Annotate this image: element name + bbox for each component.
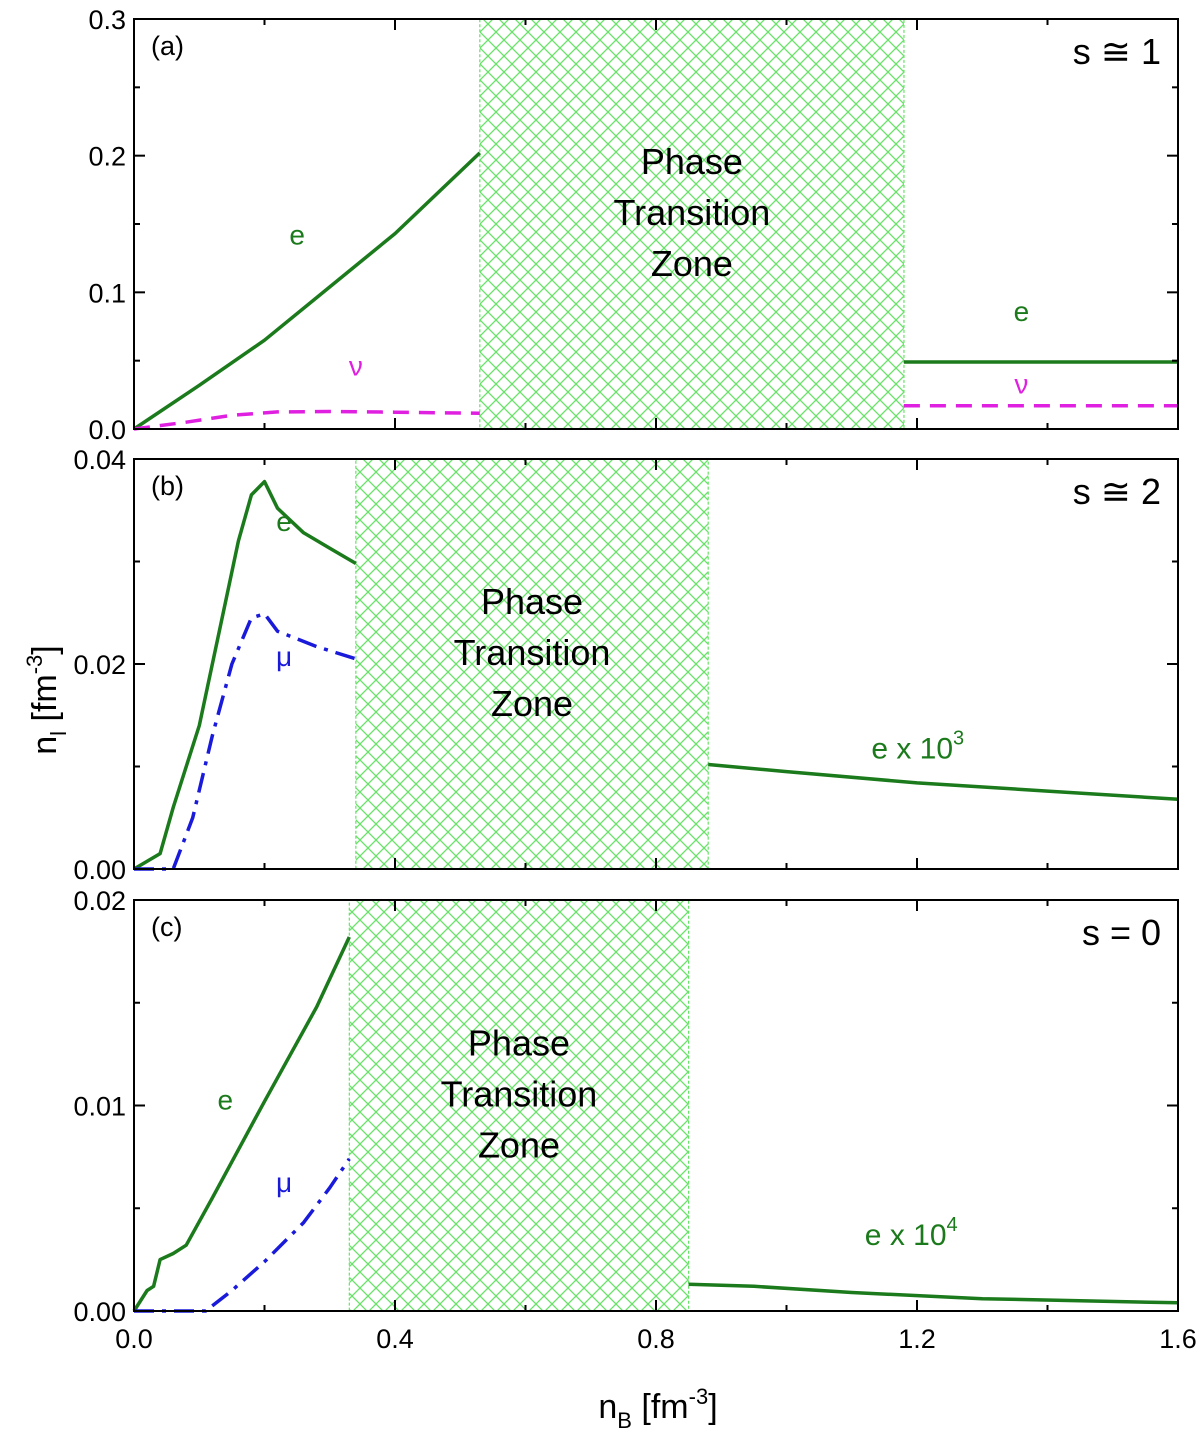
- series-mu-line: [134, 1157, 351, 1313]
- y-axis-label-close: ]: [26, 645, 64, 654]
- series-e-line: [688, 1282, 1179, 1305]
- y-tick-label: 0.02: [73, 650, 126, 680]
- y-tick-label: 0.00: [73, 855, 126, 885]
- series-e-line: [132, 936, 351, 1312]
- zone-label-line: Zone: [491, 683, 573, 724]
- x-tick-label: 0.8: [637, 1324, 675, 1354]
- y-tick-label: 0.01: [73, 1092, 126, 1122]
- y-axis-label-unit: [fm: [26, 674, 64, 731]
- series-nu-line: [133, 409, 480, 431]
- state-label: s ≅ 2: [1073, 471, 1161, 512]
- zone-label-line: Transition: [441, 1074, 598, 1115]
- x-axis-label-sub: B: [617, 1408, 632, 1433]
- y-tick-label: 0.1: [88, 278, 126, 308]
- panel-label: (c): [151, 912, 182, 942]
- x-axis-label: nB [fm-3]: [598, 1384, 717, 1433]
- annotation-exponent: 4: [947, 1214, 958, 1236]
- phase-transition-zone: [348, 899, 690, 1312]
- series-annotation: e: [218, 1085, 234, 1116]
- x-axis-label-close: ]: [708, 1388, 717, 1426]
- zone-label-line: Zone: [651, 243, 733, 284]
- y-tick-label: 0.04: [73, 445, 126, 475]
- x-tick-label: 0.0: [115, 1324, 153, 1354]
- series-annotation: e: [289, 220, 305, 251]
- series-annotation: μ: [276, 641, 292, 672]
- y-tick-label: 0.02: [73, 886, 126, 916]
- y-tick-label: 0.00: [73, 1297, 126, 1327]
- series-annotation: ν: [1014, 368, 1028, 399]
- annotation-exponent: 3: [953, 727, 964, 749]
- series-e-line: [708, 762, 1179, 802]
- x-tick-label: 1.2: [898, 1324, 936, 1354]
- series-annotation: ν: [349, 351, 363, 382]
- zone-label-line: Transition: [614, 192, 771, 233]
- y-axis-label-sub: l: [46, 731, 71, 736]
- zone-label-line: Phase: [641, 141, 743, 182]
- x-tick-label: 0.4: [376, 1324, 414, 1354]
- phase-transition-zone: [355, 458, 709, 870]
- series-e-line: [133, 151, 482, 431]
- x-tick-label: 1.6: [1159, 1324, 1197, 1354]
- annotation-base: e x 10: [871, 732, 953, 765]
- state-label: s ≅ 1: [1073, 31, 1161, 72]
- y-axis-label-exp: -3: [22, 655, 47, 675]
- zone-label-line: Zone: [478, 1125, 560, 1166]
- y-axis-label: nl [fm-3]: [22, 645, 71, 755]
- panel-label: (b): [151, 471, 184, 501]
- panel-c: Phase Transition Zone e μ e x 104 0.00 0.01 0.02…: [73, 886, 1196, 1354]
- y-tick-label: 0.2: [88, 142, 126, 172]
- x-axis-label-exp: -3: [689, 1384, 709, 1409]
- x-axis-label-base: n: [598, 1388, 617, 1426]
- annotation-base: e x 10: [865, 1219, 947, 1252]
- series-e-line: [133, 479, 357, 871]
- series-annotation: e: [1014, 296, 1030, 327]
- panel-label: (a): [151, 31, 184, 61]
- x-axis-label-unit: [fm: [632, 1388, 689, 1426]
- phase-transition-zone: [479, 18, 905, 430]
- state-label: s = 0: [1082, 912, 1161, 953]
- panel-a: Phase Transition Zone e ν e ν 0.0 0.1 0.2 0.3 (a) s …: [88, 5, 1179, 445]
- y-tick-label: 0.3: [88, 5, 126, 35]
- panel-b: Phase Transition Zone e μ e x 103 0.00 0.02 0.04…: [73, 445, 1179, 885]
- zone-label-line: Phase: [468, 1023, 570, 1064]
- scaled-series-annotation: e x 103: [871, 727, 964, 765]
- y-tick-label: 0.0: [88, 415, 126, 445]
- series-annotation: e: [276, 506, 292, 537]
- series-annotation: μ: [276, 1167, 292, 1198]
- y-axis-label-base: n: [26, 736, 64, 755]
- zone-label-line: Transition: [454, 632, 611, 673]
- scaled-series-annotation: e x 104: [865, 1214, 958, 1252]
- zone-label-line: Phase: [481, 581, 583, 622]
